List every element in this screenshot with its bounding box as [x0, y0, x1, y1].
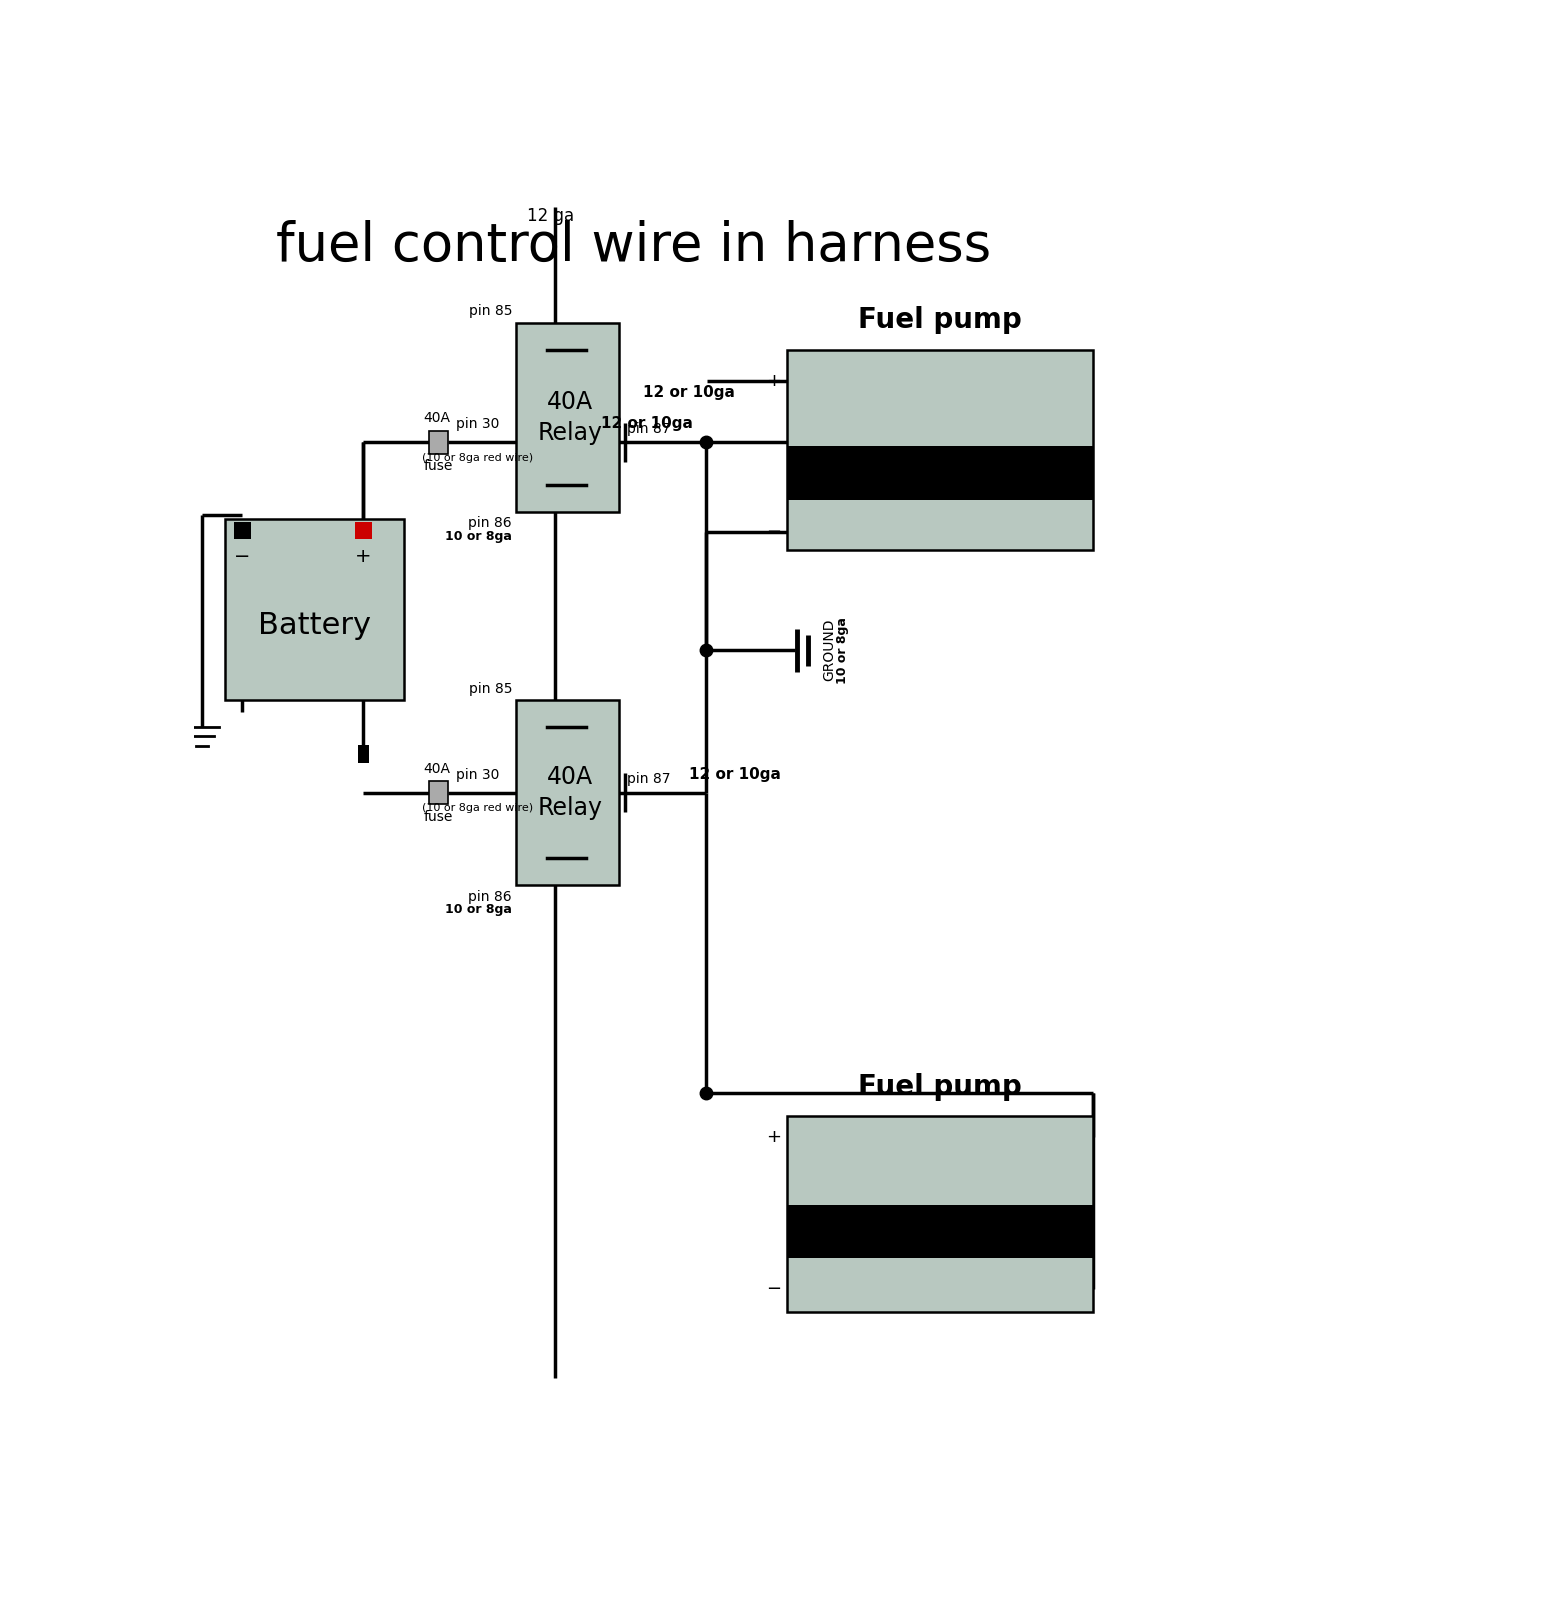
Text: Relay: Relay — [538, 421, 603, 445]
Text: 12 or 10ga: 12 or 10ga — [602, 416, 694, 432]
Text: pin 87: pin 87 — [627, 422, 670, 437]
Bar — [233, 522, 250, 539]
Text: 12 ga: 12 ga — [527, 208, 574, 226]
Text: pin 30: pin 30 — [456, 418, 499, 432]
Text: pin 85: pin 85 — [468, 682, 512, 696]
Text: pin 85: pin 85 — [468, 304, 512, 318]
Text: pin 86: pin 86 — [468, 890, 512, 904]
Bar — [358, 746, 369, 763]
Text: fuse: fuse — [425, 810, 453, 824]
Text: 40A: 40A — [423, 411, 449, 426]
Text: pin 86: pin 86 — [468, 517, 512, 530]
Bar — [225, 520, 404, 701]
Text: Fuel pump: Fuel pump — [858, 307, 1022, 334]
Bar — [516, 701, 619, 885]
Text: 40A: 40A — [423, 762, 449, 776]
Bar — [355, 522, 372, 539]
Text: 40A: 40A — [547, 390, 594, 414]
Text: 10 or 8ga: 10 or 8ga — [837, 616, 849, 683]
Text: 10 or 8ga: 10 or 8ga — [445, 904, 512, 917]
Text: 12 or 10ga: 12 or 10ga — [689, 766, 781, 782]
Text: Relay: Relay — [538, 795, 603, 819]
Text: pin 87: pin 87 — [627, 773, 670, 787]
Bar — [429, 430, 448, 454]
Bar — [787, 1205, 1093, 1259]
Text: Battery: Battery — [258, 611, 372, 640]
Text: −: − — [767, 523, 781, 541]
Text: pin 30: pin 30 — [456, 768, 499, 782]
Text: +: + — [355, 547, 372, 566]
Text: fuse: fuse — [425, 459, 453, 474]
Text: −: − — [767, 1280, 781, 1298]
Text: 40A: 40A — [547, 765, 594, 789]
Bar — [787, 350, 1093, 550]
Text: Fuel pump: Fuel pump — [858, 1072, 1022, 1101]
Text: 10 or 8ga: 10 or 8ga — [445, 530, 512, 542]
Text: −: − — [235, 547, 250, 566]
Bar — [429, 781, 448, 805]
Text: (10 or 8ga red wire): (10 or 8ga red wire) — [421, 803, 533, 813]
Text: +: + — [767, 371, 781, 390]
Text: (10 or 8ga red wire): (10 or 8ga red wire) — [421, 453, 533, 462]
Text: 12 or 10ga: 12 or 10ga — [642, 386, 736, 400]
Bar — [516, 323, 619, 512]
Text: +: + — [767, 1128, 781, 1146]
Text: GROUND: GROUND — [823, 619, 837, 682]
Bar — [787, 446, 1093, 499]
Bar — [787, 1117, 1093, 1312]
Text: fuel control wire in harness: fuel control wire in harness — [275, 219, 991, 272]
